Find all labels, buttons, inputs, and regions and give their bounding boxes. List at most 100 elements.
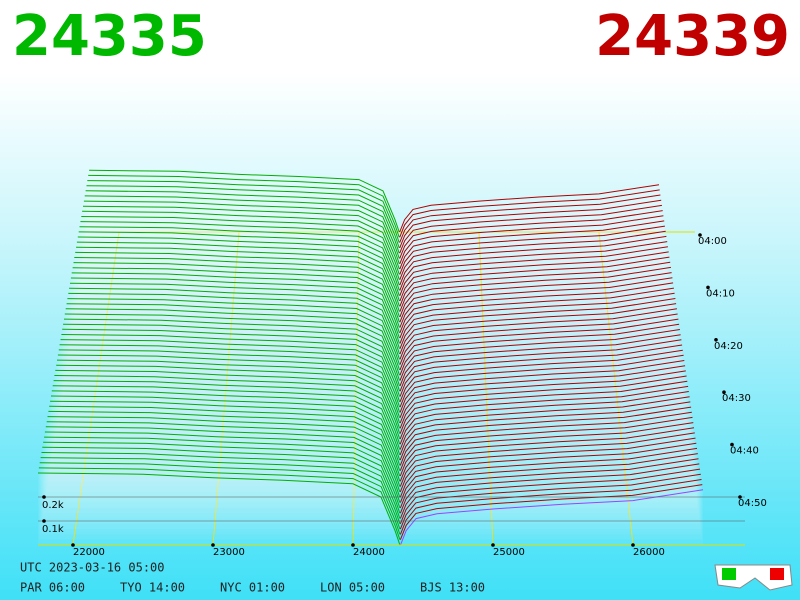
tick-dot [211, 543, 215, 547]
slice-fill [399, 267, 671, 317]
slice-fill [400, 350, 683, 402]
depth-layer: 0.1k 0.2k 22000 23000 24000 25000 26000 04:00 04… [37, 169, 767, 558]
time-tick-label: 04:40 [730, 446, 759, 457]
bids-line [40, 457, 401, 530]
asks-line [399, 406, 692, 461]
bids-line [76, 246, 400, 312]
asks-line [399, 329, 680, 381]
slice-fill [39, 462, 400, 535]
bids-line [37, 472, 401, 546]
slice-fill [399, 293, 675, 344]
slice-fill [399, 303, 677, 355]
asks-line [399, 266, 671, 318]
asks-line [399, 277, 673, 328]
asks-line [399, 251, 669, 302]
asks-line [399, 360, 685, 413]
tick-dot [730, 442, 734, 447]
time-tick-label: 04:10 [706, 288, 735, 299]
bids-line [41, 452, 401, 524]
slice-fill [399, 241, 668, 291]
slice-fill [53, 380, 400, 450]
tick-dot [71, 543, 75, 547]
asks-line [399, 318, 679, 371]
bids-line [71, 272, 400, 339]
time-tick-label: 04:50 [738, 498, 767, 509]
asks-line [399, 416, 693, 471]
asks-line [399, 427, 695, 482]
asks-line [399, 303, 677, 355]
bids-line [84, 195, 400, 259]
asks-line [399, 473, 701, 530]
slice-fill [400, 370, 686, 423]
asks-line [399, 210, 663, 259]
bids-line [67, 298, 400, 365]
slice-fill [400, 401, 691, 455]
time-tick-label: 04:20 [714, 341, 743, 352]
bids-line [56, 359, 401, 429]
asks-line [399, 463, 700, 519]
asks-line [399, 261, 671, 312]
asks-line [399, 479, 702, 535]
slice-fill [38, 467, 400, 540]
bids-line [57, 354, 401, 424]
slice-fill [400, 427, 695, 482]
asks-line [399, 453, 698, 509]
slice-fill [400, 345, 683, 397]
bids-line [69, 282, 400, 349]
slice-fill [400, 438, 696, 492]
bids-line [64, 313, 400, 381]
slice-fill [400, 432, 695, 487]
asks-line [399, 411, 692, 466]
slice-fill [57, 355, 400, 423]
slice-fill [399, 251, 669, 301]
slice-fill [89, 170, 400, 232]
bids-line [81, 216, 400, 280]
slice-fill [60, 339, 400, 408]
bids-line [44, 431, 401, 503]
tick-dot [706, 285, 710, 290]
asks-line [399, 349, 683, 402]
bids-line [78, 231, 400, 296]
slice-fill [57, 360, 400, 429]
slice-fill [399, 236, 667, 286]
bids-line [50, 400, 401, 471]
bid-price: 24335 [12, 4, 207, 69]
slice-fill [400, 319, 679, 370]
slice-fill [399, 262, 671, 312]
slice-fill [400, 360, 685, 413]
bids-line [65, 308, 400, 376]
asks-line [399, 204, 662, 254]
slice-fill [399, 272, 672, 323]
bids-line [66, 303, 400, 371]
grid-line [212, 231, 240, 546]
ask-price: 24339 [595, 4, 790, 69]
asks-line [399, 313, 678, 365]
bids-line [49, 405, 401, 477]
bids-line [45, 426, 401, 498]
asks-line [399, 323, 680, 376]
slice-fill [400, 422, 694, 477]
asks-line [399, 468, 701, 524]
grid-line [478, 231, 494, 546]
slice-fill [399, 277, 673, 328]
bids-line [89, 169, 400, 233]
asks-line [399, 215, 664, 264]
asks-line [399, 354, 684, 408]
bids-line [56, 364, 401, 434]
clock: NYC 01:00 [220, 581, 285, 595]
slice-fill [400, 484, 703, 540]
slice-fill [399, 282, 674, 333]
slice-fill [399, 246, 668, 296]
tick-dot [42, 519, 46, 523]
asks-line [399, 432, 695, 487]
asks-line [399, 287, 674, 339]
asks-line [399, 401, 691, 455]
slice-fill [400, 417, 693, 471]
slice-fill [400, 479, 702, 535]
glasses-icon [714, 564, 793, 591]
asks-line [399, 396, 690, 450]
bids-line [62, 328, 401, 397]
asks-line [399, 199, 662, 249]
